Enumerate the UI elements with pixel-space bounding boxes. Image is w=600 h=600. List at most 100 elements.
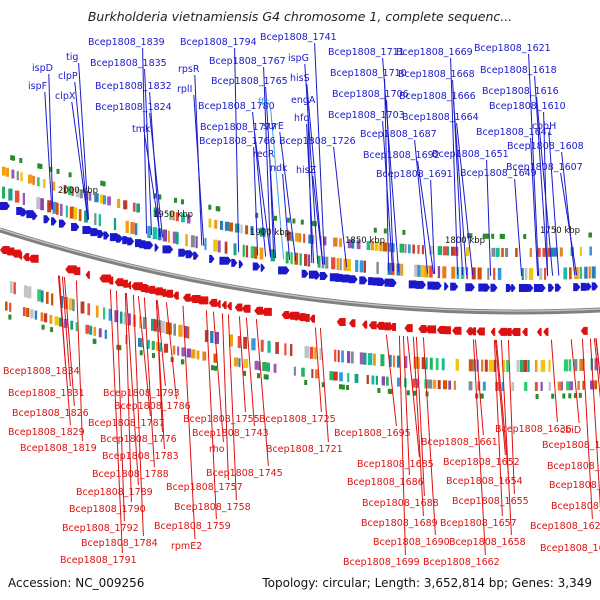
cog-block	[22, 193, 25, 205]
cog-block	[254, 360, 259, 370]
reverse-gene-leader-line	[422, 337, 436, 536]
cog-block	[169, 210, 172, 220]
reverse-gene-arrow	[226, 302, 232, 311]
cog-block	[366, 241, 371, 250]
cog-block	[493, 267, 496, 280]
cog-block	[540, 359, 546, 372]
cog-block	[123, 200, 128, 210]
reverse-gene-label-bcep1808-1834: Bcep1808_1834	[3, 366, 80, 377]
cog-block	[134, 223, 138, 236]
cog-block	[263, 228, 266, 238]
cog-block	[347, 373, 350, 383]
feature-mark	[100, 180, 104, 186]
forward-gene-arrow	[193, 251, 199, 260]
cog-block	[273, 363, 277, 373]
reverse-gene-arrow	[172, 291, 179, 300]
cog-block	[591, 266, 596, 279]
cog-block	[589, 246, 592, 256]
forward-gene-arrow	[127, 237, 135, 246]
cog-block	[568, 359, 572, 372]
reverse-gene-arrow	[368, 321, 377, 330]
forward-gene-leader-line	[44, 91, 53, 210]
cog-block	[333, 371, 338, 381]
cog-block	[493, 359, 497, 372]
reverse-gene-label-bcep1808-1755: Bcep1808_1755	[183, 414, 260, 425]
forward-gene-label-bcep1808-1666: Bcep1808_1666	[399, 91, 476, 102]
cog-block	[290, 344, 293, 357]
forward-gene-leader-line	[312, 175, 324, 265]
cog-block	[317, 255, 321, 268]
cog-block	[594, 380, 598, 390]
reverse-gene-arrow	[216, 300, 221, 309]
cog-block	[529, 248, 532, 257]
cog-block	[165, 322, 170, 335]
cog-block	[496, 247, 500, 257]
reverse-gene-arrow	[389, 322, 397, 331]
feature-mark	[551, 393, 555, 399]
forward-gene-leader-line	[142, 47, 148, 234]
forward-gene-label-bcep1808-1618: Bcep1808_1618	[480, 65, 557, 76]
cog-block	[429, 357, 433, 370]
reverse-gene-leader-line	[581, 338, 593, 520]
feature-mark	[573, 393, 577, 399]
reverse-gene-arrow	[153, 287, 163, 296]
forward-gene-label-bcep1808-1780: Bcep1808_1780	[198, 101, 275, 112]
tick-label-1800kbp: 1800 kbp	[445, 236, 485, 246]
cog-block	[167, 230, 170, 243]
cog-block	[551, 247, 555, 257]
scale-ticks: 2000 kbp 1950 kbp 1900 kbp 1850 kbp 1800…	[58, 186, 580, 246]
reverse-gene-leader-line	[205, 310, 217, 520]
reverse-gene-leader-line	[593, 338, 600, 400]
feature-mark	[152, 353, 155, 359]
cog-block	[515, 248, 518, 257]
forward-gene-leader-line	[263, 66, 272, 258]
cog-block	[337, 350, 340, 363]
cog-block	[540, 381, 543, 391]
reverse-gene-leader-line	[319, 328, 329, 443]
cog-block	[5, 301, 8, 311]
reverse-gene-label-bcep1808-1776: Bcep1808_1776	[100, 434, 177, 445]
cog-block	[43, 179, 46, 188]
cog-block	[229, 222, 233, 232]
forward-gene-arrow	[450, 282, 459, 291]
reverse-gene-arrow	[107, 276, 114, 285]
reverse-gene-arrow	[254, 306, 263, 315]
cog-block	[245, 245, 249, 258]
cog-block	[308, 234, 312, 244]
forward-gene-label-bcep1808-1777: Bcep1808_1777	[200, 122, 277, 133]
cog-block	[294, 252, 299, 265]
cog-block	[563, 267, 568, 280]
feature-mark	[499, 233, 503, 239]
feature-mark	[286, 217, 290, 223]
forward-gene-label-bcep1808-1839: Bcep1808_1839	[88, 37, 165, 48]
cog-block	[89, 325, 93, 335]
reverse-gene-label-bcep1808-1626: Bcep1808_1626	[540, 543, 600, 554]
cog-block	[329, 371, 334, 381]
reverse-gene-leader-line	[75, 280, 83, 442]
cog-block	[304, 346, 309, 359]
reverse-gene-arrow	[536, 327, 542, 336]
cog-block	[524, 268, 528, 280]
cog-block	[37, 289, 42, 302]
cog-block	[78, 209, 82, 222]
cog-block	[84, 210, 88, 223]
cog-block	[20, 172, 23, 182]
reverse-gene-label-bcep1808-1695: Bcep1808_1695	[334, 428, 411, 439]
cog-block	[414, 264, 419, 277]
forward-gene-arrow	[301, 269, 309, 278]
forward-gene-arrow	[465, 283, 475, 292]
cog-block	[224, 221, 230, 231]
feature-mark	[217, 206, 221, 212]
cog-block	[573, 359, 578, 372]
forward-gene-label-bcep1808-1765: Bcep1808_1765	[211, 76, 288, 87]
reverse-gene-leader-line	[132, 294, 144, 537]
cog-block	[132, 202, 136, 212]
reverse-gene-label-bcep1808-1758: Bcep1808_1758	[174, 502, 251, 513]
cog-block	[213, 239, 218, 252]
reverse-gene-arrow	[120, 279, 128, 288]
cog-block	[214, 219, 218, 229]
reverse-gene-arrow	[543, 327, 549, 336]
reverse-gene-leader-line	[156, 300, 166, 387]
cog-block	[173, 323, 176, 336]
cog-block	[488, 359, 494, 372]
